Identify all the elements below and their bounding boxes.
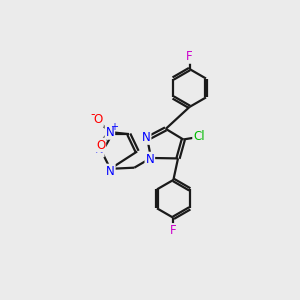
Text: O: O	[96, 139, 105, 152]
Text: N: N	[146, 153, 154, 166]
Text: O: O	[94, 113, 103, 126]
Text: N: N	[142, 131, 151, 144]
Text: -: -	[91, 108, 95, 121]
Text: F: F	[186, 50, 193, 63]
Text: N: N	[106, 126, 114, 139]
Text: N: N	[95, 143, 103, 156]
Text: F: F	[170, 224, 177, 237]
Text: Cl: Cl	[193, 130, 205, 142]
Text: +: +	[110, 122, 118, 132]
Text: N: N	[106, 165, 115, 178]
